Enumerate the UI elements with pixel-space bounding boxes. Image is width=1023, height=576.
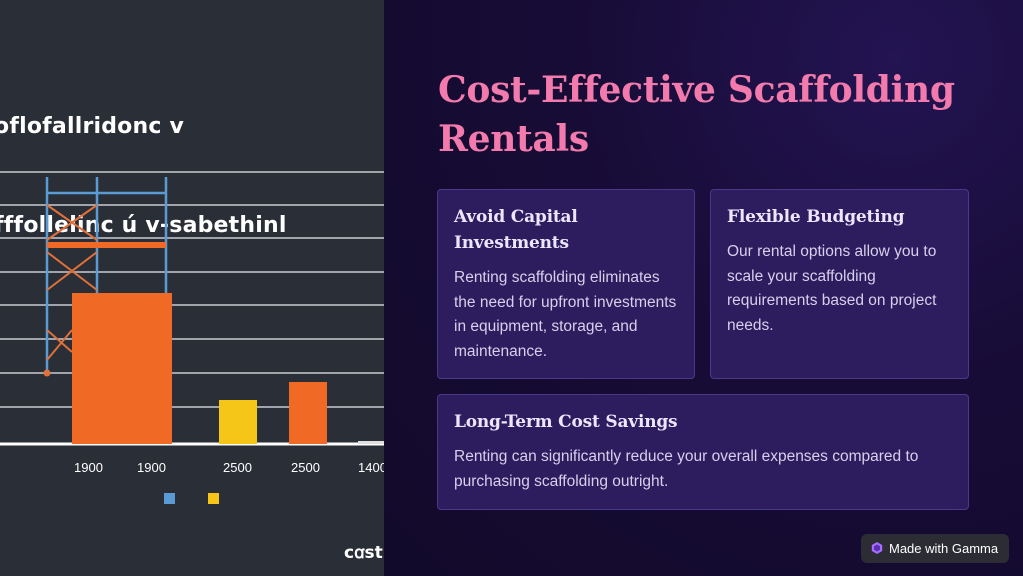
legend-swatch-blue — [164, 493, 175, 504]
page-title-line-2: Rentals — [438, 118, 589, 160]
page-title: Cost-Effective Scaffolding Rentals — [438, 66, 998, 164]
card-title: Avoid Capital Investments — [454, 207, 578, 253]
bar-3 — [289, 382, 327, 444]
x-label-1: 1900 — [74, 460, 103, 475]
x-label-2: 1900 — [137, 460, 166, 475]
x-label-3: 2500 — [223, 460, 252, 475]
bar-2 — [219, 400, 257, 444]
illustration-graphic: 1900 1900 2500 2500 1400 — [0, 171, 384, 504]
card-long-term-cost-savings: Long-Term Cost Savings Renting can signi… — [437, 394, 969, 510]
x-label-5: 1400 — [358, 460, 384, 475]
x-axis-labels: 1900 1900 2500 2500 1400 — [74, 460, 384, 475]
content-panel: Cost-Effective Scaffolding Rentals Avoid… — [384, 0, 1023, 576]
scaffold-graphic — [43, 177, 168, 377]
card-title: Long-Term Cost Savings — [454, 412, 678, 432]
page-title-line-1: Cost-Effective Scaffolding — [438, 69, 955, 111]
card-body: Renting can significantly reduce your ov… — [454, 448, 919, 490]
bar-1 — [72, 293, 172, 444]
illustration-title-line-1: oflofallridonc v — [0, 114, 184, 139]
x-label-4: 2500 — [291, 460, 320, 475]
illustration-logo: cꭤst — [344, 543, 383, 563]
gamma-logo-icon — [871, 542, 883, 554]
card-body: Our rental options allow you to scale yo… — [727, 243, 937, 334]
bar-4 — [358, 441, 384, 444]
illustration-image: oflofallridonc v fffollelinc ú v-sabethi… — [0, 0, 384, 576]
grid-lines — [0, 171, 384, 408]
badge-label: Made with Gamma — [889, 541, 999, 556]
illustration-title: oflofallridonc v fffollelinc ú v-sabethi… — [0, 44, 384, 308]
legend-swatch-yellow — [208, 493, 219, 504]
card-title: Flexible Budgeting — [727, 207, 905, 227]
card-body: Renting scaffolding eliminates the need … — [454, 269, 677, 360]
card-avoid-capital-investments: Avoid Capital Investments Renting scaffo… — [437, 189, 695, 379]
made-with-gamma-badge[interactable]: Made with Gamma — [861, 534, 1009, 563]
card-flexible-budgeting: Flexible Budgeting Our rental options al… — [710, 189, 969, 379]
